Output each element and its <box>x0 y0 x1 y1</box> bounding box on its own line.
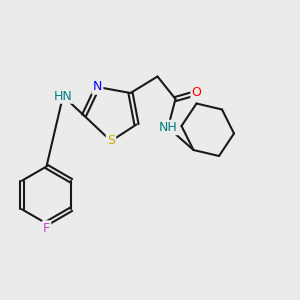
Text: N: N <box>93 80 102 94</box>
Text: S: S <box>107 134 115 148</box>
Text: F: F <box>43 221 50 235</box>
Text: NH: NH <box>159 121 177 134</box>
Text: O: O <box>192 86 201 100</box>
Text: HN: HN <box>54 89 72 103</box>
